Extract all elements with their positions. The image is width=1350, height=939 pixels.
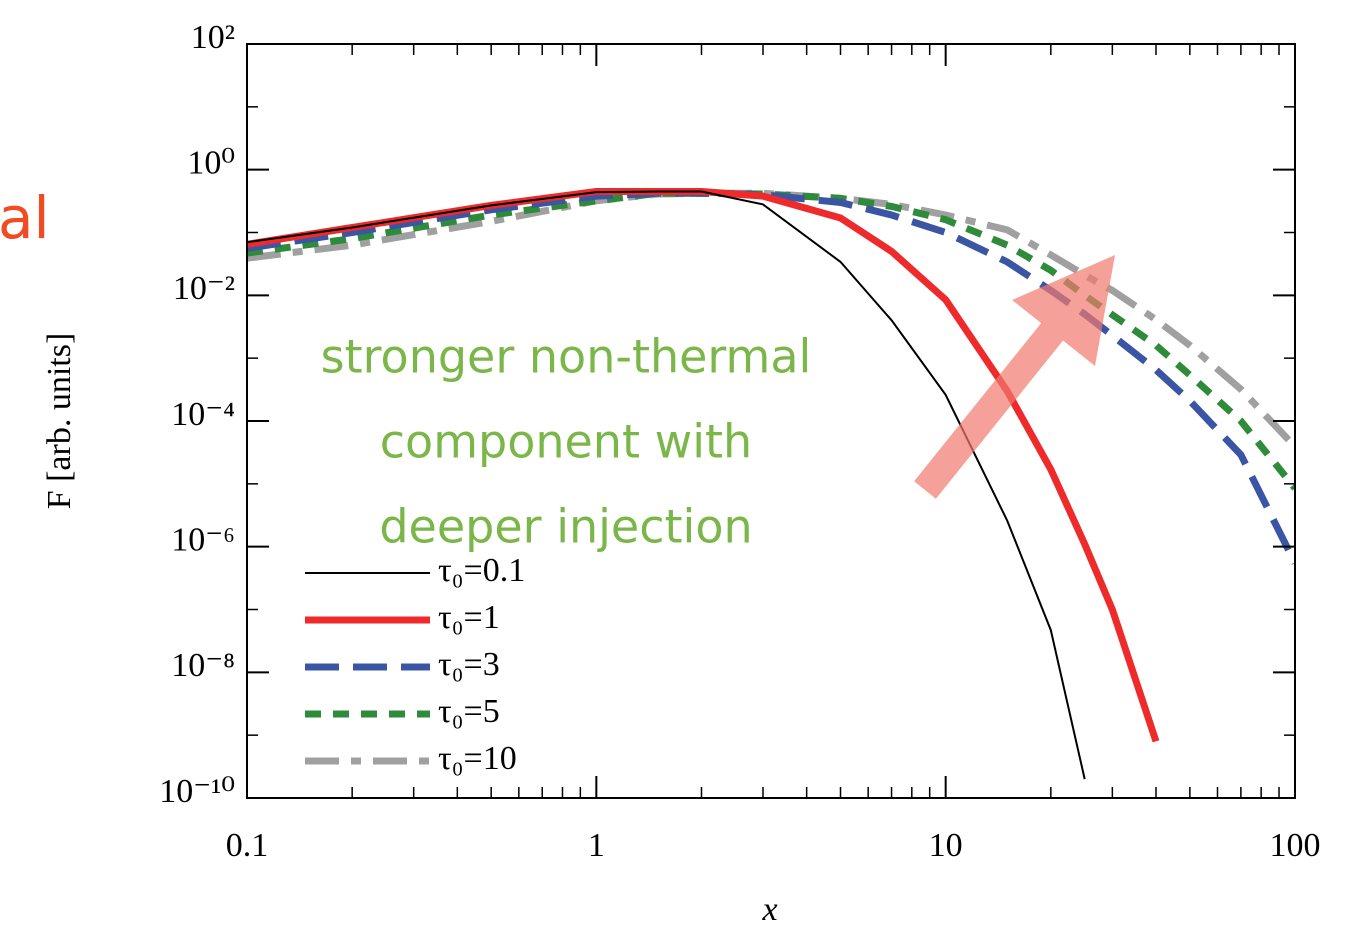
y-tick-label: 10² [191, 19, 235, 56]
legend-label: τ₀=0.1 [438, 552, 525, 589]
side-text: al [0, 184, 50, 252]
arrow-head [1012, 255, 1115, 366]
legend-label: τ₀=5 [438, 693, 500, 730]
x-axis-label: x [761, 891, 777, 928]
y-tick-label: 10⁻⁸ [171, 647, 235, 684]
annotation-line: stronger non-thermal [321, 330, 812, 384]
y-tick-label: 10⁻¹⁰ [159, 773, 235, 810]
legend: τ₀=0.1 τ₀=1 τ₀=3 τ₀=5 τ₀=10 [305, 552, 525, 777]
x-tick-label: 100 [1270, 827, 1321, 864]
y-axis-label: F [arb. units] [41, 333, 78, 510]
annotation: stronger non-thermal component with deeper… [321, 330, 812, 554]
x-tick-label: 10 [929, 827, 963, 864]
curves [247, 188, 1295, 780]
y-tick-label: 10⁻⁶ [171, 521, 235, 558]
series-line [247, 189, 1295, 565]
arrow-shaft [914, 313, 1071, 499]
y-tick-label: 10⁻⁴ [171, 396, 235, 433]
legend-label: τ₀=1 [438, 599, 500, 636]
arrow [914, 255, 1115, 499]
series-line [247, 190, 1086, 780]
annotation-line: component with [380, 415, 752, 469]
annotation-line: deeper injection [379, 500, 752, 554]
legend-label: τ₀=10 [438, 740, 517, 777]
x-tick-label: 0.1 [226, 827, 269, 864]
x-tick-label: 1 [588, 827, 605, 864]
y-tick-label: 10⁰ [187, 144, 235, 181]
series-line [247, 189, 1295, 450]
legend-label: τ₀=3 [438, 646, 500, 683]
y-tick-label: 10⁻² [173, 270, 235, 307]
series-line [247, 189, 1295, 491]
